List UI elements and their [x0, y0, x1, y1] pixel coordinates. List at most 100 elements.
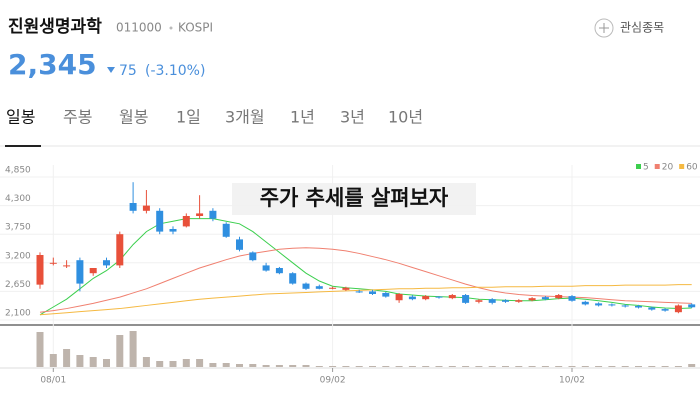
volume-bar: [581, 366, 589, 367]
legend-swatch: [679, 164, 685, 169]
volume-bar: [49, 354, 57, 367]
volume-bar: [555, 366, 563, 367]
legend-label: 5: [643, 163, 649, 173]
volume-bar: [674, 366, 682, 367]
volume-bar: [209, 363, 217, 367]
volume-bar: [182, 359, 190, 367]
volume-bar: [156, 361, 164, 367]
x-tick-label: 09/02: [320, 376, 346, 386]
candle-body: [408, 296, 416, 300]
candle-body: [541, 297, 549, 300]
volume-bar: [329, 366, 337, 367]
candle-body: [488, 299, 496, 303]
tab[interactable]: 1일: [176, 108, 201, 127]
stock-code: 011000: [116, 21, 162, 35]
y-tick-label: 2,100: [5, 309, 31, 319]
change-pct: (-3.10%): [145, 63, 205, 79]
tab[interactable]: 일봉: [6, 108, 35, 127]
volume-bar: [249, 364, 257, 367]
candle-body: [182, 216, 190, 227]
change: 75: [119, 63, 137, 79]
candle-body: [661, 309, 669, 311]
volume-bar: [222, 363, 230, 367]
candle-body: [635, 305, 642, 308]
down-arrow: [107, 67, 115, 73]
candle-body: [382, 292, 390, 297]
candle-body: [515, 300, 523, 302]
market: KOSPI: [178, 21, 213, 35]
candle-body: [369, 291, 376, 294]
candle-body: [621, 305, 629, 307]
tab[interactable]: 3개월: [225, 108, 265, 127]
volume-bar: [515, 366, 523, 367]
volume-bar: [63, 349, 71, 367]
volume-bar: [595, 366, 603, 367]
volume-bar: [448, 366, 456, 367]
separator-dot: [169, 26, 173, 30]
volume-bar: [621, 366, 629, 367]
volume-bar: [462, 366, 470, 367]
candle-body: [249, 252, 257, 261]
candle-body: [63, 265, 71, 267]
ma-line: [39, 247, 692, 313]
candle-body: [156, 210, 164, 232]
candle-body: [275, 268, 283, 274]
volume-bar: [36, 332, 44, 367]
legend-label: 20: [662, 163, 674, 173]
volume-bar: [89, 357, 97, 367]
candle-body: [475, 300, 483, 302]
volume-bar: [395, 366, 403, 367]
watch-plus: [599, 23, 609, 33]
volume-bar: [262, 365, 270, 367]
volume-bar: [196, 359, 204, 367]
volume-bar: [275, 365, 283, 367]
candle-body: [528, 298, 536, 301]
x-tick-label: 08/01: [40, 376, 66, 386]
volume-bar: [688, 364, 696, 367]
volume-bar: [236, 364, 243, 367]
volume-bar: [382, 366, 390, 367]
ma-line: [39, 284, 692, 316]
candle-body: [355, 291, 363, 293]
overlay-bg: [232, 183, 476, 215]
volume-bar: [502, 366, 509, 367]
candle-body: [315, 286, 323, 289]
candle-body: [49, 262, 57, 264]
watch-icon[interactable]: [594, 18, 614, 38]
volume-bar: [169, 361, 177, 367]
tab[interactable]: 1년: [290, 108, 315, 127]
tab[interactable]: 월봉: [119, 108, 148, 127]
candle-body: [462, 295, 470, 303]
candle-body: [648, 307, 656, 310]
volume-bar: [608, 366, 616, 367]
candle-body: [674, 305, 682, 313]
candle-body: [342, 287, 350, 290]
volume-bar: [568, 366, 576, 367]
overlay-text: 주가 추세를 살펴보자: [260, 186, 449, 210]
volume-bar: [475, 366, 483, 367]
volume-bar: [76, 355, 84, 367]
candle-body: [236, 239, 243, 250]
volume-bar: [355, 366, 363, 367]
candle-body: [36, 255, 44, 285]
candle-body: [302, 283, 310, 289]
volume-bar: [103, 359, 110, 367]
tab[interactable]: 10년: [388, 108, 423, 127]
tab[interactable]: 주봉: [63, 108, 92, 127]
volume-bar: [129, 331, 137, 367]
candle-body: [89, 268, 97, 274]
candle-body: [289, 273, 297, 284]
tab[interactable]: 3년: [340, 108, 365, 127]
candle-body: [422, 296, 430, 300]
x-tick-label: 10/02: [559, 376, 585, 386]
y-tick-label: 3,750: [5, 223, 31, 233]
ma-line: [39, 218, 692, 316]
volume-bar: [315, 366, 323, 367]
watch-button[interactable]: 관심종목: [620, 21, 664, 35]
candle-body: [169, 229, 177, 232]
volume-bar: [528, 366, 536, 367]
volume-bar: [661, 366, 669, 367]
y-tick-label: 4,850: [5, 166, 31, 176]
volume-bar: [302, 365, 310, 367]
volume-bar: [422, 366, 430, 367]
